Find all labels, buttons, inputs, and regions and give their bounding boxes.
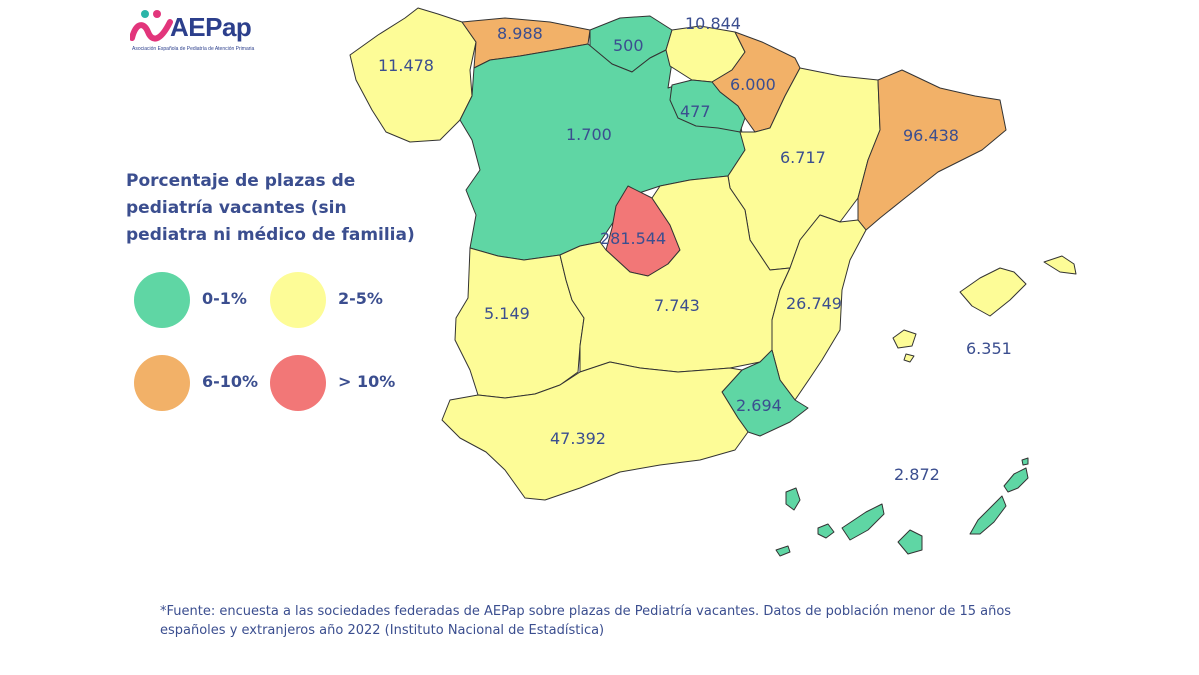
legend-title: Porcentaje de plazas de pediatría vacant… [126, 171, 415, 245]
value-cataluna: 96.438 [903, 126, 959, 145]
value-extremadura: 5.149 [484, 304, 530, 323]
value-asturias: 8.988 [497, 24, 543, 43]
logo-subtitle: Asociación Española de Pediatría de Aten… [132, 46, 255, 52]
value-pais-vasco: 10.844 [685, 14, 741, 33]
legend-label: 6-10% [202, 372, 259, 391]
value-castilla-la-mancha: 7.743 [654, 296, 700, 315]
aepap-logo-icon [130, 10, 173, 42]
value-galicia: 11.478 [378, 56, 434, 75]
value-madrid: 281.544 [600, 229, 666, 248]
region-extremadura[interactable] [454, 247, 585, 399]
legend-swatch [134, 272, 190, 328]
aepap-logo: AEPap Asociación Española de Pediatría d… [130, 8, 290, 56]
region-galicia[interactable] [349, 7, 477, 143]
value-navarra: 6.000 [730, 75, 776, 94]
legend-swatch [134, 355, 190, 411]
region-canarias-lanzarote[interactable] [1003, 467, 1029, 493]
region-canarias-la-gomera[interactable] [817, 523, 835, 539]
region-canarias-el-hierro[interactable] [775, 545, 791, 557]
region-la-rioja[interactable] [669, 79, 746, 133]
region-canarias-tenerife[interactable] [841, 503, 885, 541]
region-canarias-gran-canaria[interactable] [897, 529, 923, 555]
region-baleares-formentera[interactable] [903, 353, 915, 363]
value-aragon: 6.717 [780, 148, 826, 167]
region-cataluna[interactable] [857, 69, 1007, 231]
value-murcia: 2.694 [736, 396, 782, 415]
region-baleares-ibiza[interactable] [892, 329, 917, 349]
source-note: *Fuente: encuesta a las sociedades feder… [160, 604, 1012, 638]
value-baleares: 6.351 [966, 339, 1012, 358]
region-canarias-islet[interactable] [1021, 457, 1029, 466]
logo-text: AEPap [170, 12, 252, 42]
value-cantabria: 500 [613, 36, 644, 55]
legend-label: 0-1% [202, 289, 247, 308]
region-canarias-fuerteventura[interactable] [969, 495, 1007, 535]
region-canarias-la-palma[interactable] [785, 487, 801, 511]
value-comunidad-valenciana: 26.749 [786, 294, 842, 313]
legend-label: 2-5% [338, 289, 383, 308]
region-baleares-menorca[interactable] [1043, 255, 1077, 275]
value-la-rioja: 477 [680, 102, 711, 121]
legend-swatch [270, 355, 326, 411]
legend-label: > 10% [338, 372, 396, 391]
value-andalucia: 47.392 [550, 429, 606, 448]
region-navarra[interactable] [711, 31, 801, 133]
region-andalucia[interactable] [441, 361, 749, 501]
legend-swatch [270, 272, 326, 328]
value-castilla-y-leon: 1.700 [566, 125, 612, 144]
region-baleares-mallorca[interactable] [959, 267, 1027, 317]
value-canarias: 2.872 [894, 465, 940, 484]
